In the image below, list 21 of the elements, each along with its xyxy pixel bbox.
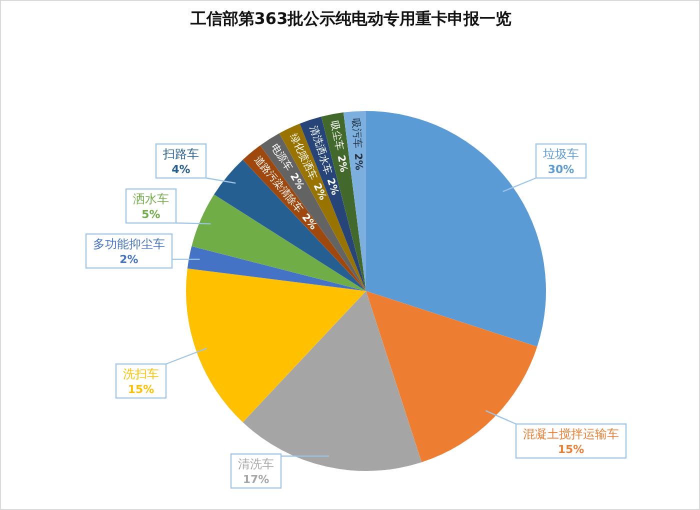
slice-label: 洗扫车 bbox=[123, 367, 159, 381]
slice-label: 吸尘车 bbox=[328, 120, 346, 152]
slice-label: 吸污车 bbox=[350, 118, 364, 149]
data-label: 2% bbox=[299, 212, 319, 232]
data-label: 15% bbox=[558, 443, 584, 456]
data-label: 4% bbox=[172, 163, 190, 176]
data-label: 30% bbox=[548, 163, 574, 176]
data-label: 5% bbox=[142, 208, 160, 221]
slice-label: 多功能抑尘车 bbox=[93, 237, 165, 251]
data-label: 2% bbox=[310, 182, 328, 202]
slice-label: 垃圾车 bbox=[542, 147, 579, 161]
data-label: 2% bbox=[334, 154, 349, 174]
data-label: 17% bbox=[242, 473, 270, 486]
slice-label: 清洗车 bbox=[238, 457, 274, 471]
slice-label: 扫路车 bbox=[162, 147, 199, 161]
data-label: 2% bbox=[120, 253, 138, 266]
data-label: 15% bbox=[128, 383, 154, 396]
data-label: 2% bbox=[352, 152, 364, 171]
chart-title: 工信部第363批公示纯电动专用重卡申报一览 bbox=[190, 9, 512, 28]
slice-label: 混凝土搅拌运输车 bbox=[523, 427, 619, 441]
slice-label: 洒水车 bbox=[133, 192, 169, 206]
